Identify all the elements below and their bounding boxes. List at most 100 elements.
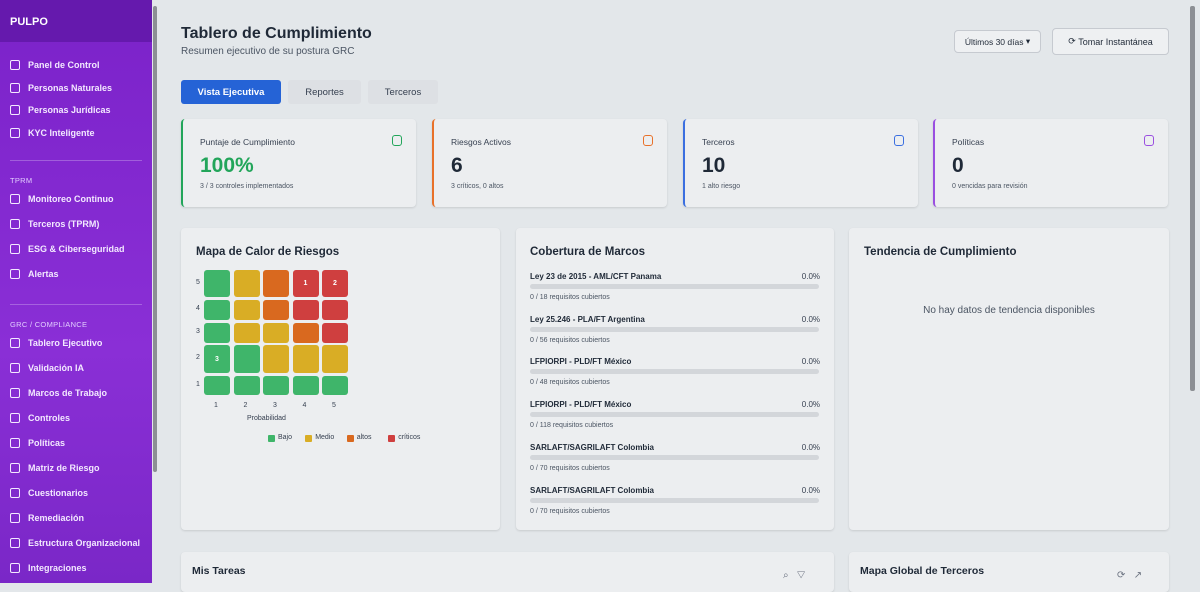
nav-item[interactable]: Personas Naturales [10, 82, 113, 93]
nav-item[interactable]: Tablero Ejecutivo [10, 338, 102, 348]
kpi-card: Riesgos Activos 6 3 críticos, 0 altos [432, 119, 667, 207]
nav-item[interactable]: Controles [10, 413, 70, 423]
tab[interactable]: Vista Ejecutiva [181, 80, 281, 104]
nav-item[interactable]: Panel de Control [10, 60, 100, 70]
nav-item[interactable]: Marcos de Trabajo [10, 388, 107, 398]
nav-icon [10, 219, 20, 229]
nav-item[interactable]: Personas Jurídicas [10, 105, 111, 115]
toolbar-icons[interactable]: ⟳ ↗ [1117, 570, 1143, 581]
nav-icon [10, 269, 20, 279]
divider [10, 304, 142, 305]
scrollbar [1190, 6, 1195, 391]
nav-icon [10, 563, 20, 573]
framework-name: Ley 23 de 2015 - AML/CFT Panama [530, 272, 662, 281]
nav-label: ESG & Ciberseguridad [28, 244, 125, 254]
nav-icon [10, 438, 20, 448]
heat-cell [263, 270, 289, 297]
y-label: 5 [196, 278, 200, 286]
nav-item[interactable]: Alertas [10, 269, 59, 279]
nav-item[interactable]: Cuestionarios [10, 488, 88, 498]
nav-icon [10, 194, 20, 204]
tab[interactable]: Terceros [368, 80, 438, 104]
heat-cell [204, 270, 230, 297]
kpi-card: Políticas 0 0 vencidas para revisión [933, 119, 1168, 207]
period-text: Últimos 30 días [964, 36, 1024, 47]
nav-label: Terceros (TPRM) [28, 219, 100, 229]
nav-item[interactable]: Terceros (TPRM) [10, 219, 99, 229]
card-title: Mapa Global de Terceros [860, 565, 985, 577]
x-axis-label: Probabilidad [247, 415, 286, 422]
tasks-card: Mis Tareas ⌕ ▽ [181, 552, 834, 592]
toolbar-icons[interactable]: ⌕ ▽ [783, 570, 806, 581]
card-title: Mapa de Calor de Riesgos [196, 246, 340, 258]
nav-item[interactable]: Matriz de Riesgo [10, 463, 100, 473]
trend-card: Tendencia de Cumplimiento No hay datos d… [849, 228, 1169, 530]
nav-item[interactable]: Integraciones [10, 563, 87, 573]
heat-cell [263, 376, 289, 395]
period-select[interactable]: Últimos 30 días ▾ [954, 30, 1041, 53]
nav-item[interactable]: KYC Inteligente [10, 127, 95, 138]
sidebar: PULPO Panel de Control Personas Naturales… [0, 0, 152, 583]
nav-item[interactable]: Validación IA [10, 363, 84, 373]
nav-icon [10, 538, 20, 548]
card-title: Tendencia de Cumplimiento [864, 246, 1017, 258]
heat-cell [263, 323, 289, 343]
heat-cell [233, 270, 260, 297]
page-title: Tablero de Cumplimiento [181, 25, 372, 42]
framework-name: SARLAFT/SAGRILAFT Colombia [530, 485, 654, 495]
framework-pct: 0.0% [801, 485, 820, 495]
tab[interactable]: Reportes [288, 80, 361, 104]
nav-icon [10, 60, 20, 70]
heat-cell [322, 345, 348, 373]
nav-item[interactable]: Remediación [10, 513, 84, 523]
nav-item[interactable]: Estructura Organizacional [10, 538, 140, 548]
nav-icon [10, 513, 20, 523]
brand: PULPO [0, 0, 152, 42]
framework-note: 0 / 70 requisitos cubiertos [530, 464, 610, 472]
nav-label: Monitoreo Continuo [28, 194, 114, 204]
page-subtitle: Resumen ejecutivo de su postura GRC [181, 46, 355, 57]
x-label: 5 [332, 402, 336, 409]
framework-note: 0 / 56 requisitos cubiertos [530, 336, 610, 344]
nav-icon [10, 463, 20, 473]
progress-track [530, 326, 819, 332]
framework-pct: 0.0% [801, 400, 820, 410]
nav-icon [10, 244, 20, 254]
progress-track [530, 412, 819, 418]
nav-label: Marcos de Trabajo [28, 388, 108, 398]
heat-cell [204, 376, 230, 395]
legend-label: altos [356, 434, 372, 441]
nav-label: Matriz de Riesgo [28, 463, 100, 473]
y-label: 1 [196, 380, 200, 388]
nav-item[interactable]: Monitoreo Continuo [10, 194, 113, 204]
card-title: Cobertura de Marcos [530, 246, 646, 258]
nav-label: Estructura Organizacional [28, 538, 141, 548]
legend-label: críticos [398, 434, 421, 441]
framework-pct: 0.0% [801, 272, 820, 281]
kpi-value: 6 [451, 154, 463, 177]
framework-name: Ley 25.246 - PLA/FT Argentina [530, 314, 645, 324]
nav-icon [10, 338, 20, 348]
nav-icon [10, 105, 20, 115]
nav-label: Integraciones [28, 563, 87, 573]
heat-cell [204, 323, 230, 343]
framework-pct: 0.0% [801, 357, 820, 367]
nav-icon [10, 413, 20, 423]
kpi-note: 0 vencidas para revisión [952, 183, 1028, 190]
nav-label: Personas Naturales [28, 82, 113, 93]
nav-label: KYC Inteligente [28, 127, 95, 138]
progress-track [530, 284, 819, 289]
snapshot-button[interactable]: ⟳ Tomar Instantánea [1052, 28, 1169, 55]
heat-cell [322, 376, 348, 395]
y-label: 3 [196, 328, 200, 335]
nav-item[interactable]: ESG & Ciberseguridad [10, 244, 125, 254]
nav-label: Cuestionarios [28, 488, 89, 498]
kpi-note: 1 alto riesgo [702, 183, 741, 190]
x-label: 3 [273, 402, 277, 409]
framework-note: 0 / 118 requisitos cubiertos [530, 422, 614, 430]
heat-cell [292, 345, 319, 373]
progress-track [530, 369, 819, 375]
nav-item[interactable]: Políticas [10, 438, 65, 448]
x-label: 2 [243, 402, 248, 409]
